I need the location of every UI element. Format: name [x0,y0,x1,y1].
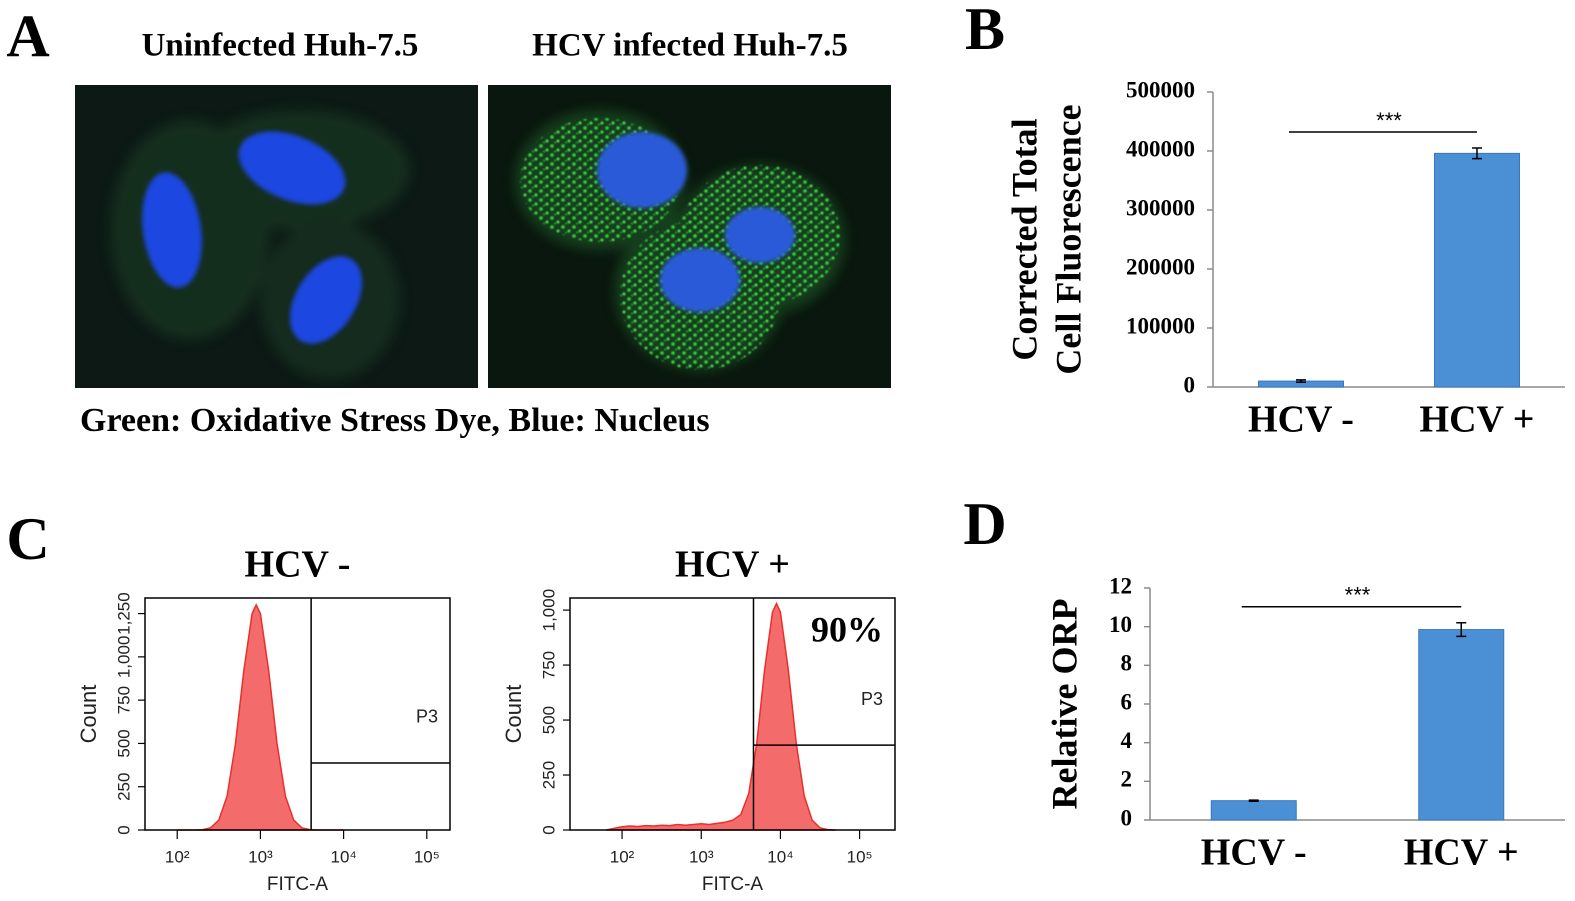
y-tick-label: 4 [1121,728,1133,753]
histogram [606,601,836,831]
y-tick-label: 200000 [1126,254,1195,279]
x-tick-label: HCV - [1201,832,1307,874]
chart-title: HCV - [245,544,351,586]
y-axis-label: Cell Fluorescence [1048,104,1088,374]
y-tick-label: 8 [1121,651,1133,676]
significance-label: *** [1345,583,1371,608]
y-tick-label: 0 [114,825,133,834]
y-tick-label: 0 [539,825,558,834]
y-tick-label: 500000 [1126,77,1195,102]
x-axis-label: FITC-A [267,874,329,895]
image-caption: Green: Oxidative Stress Dye, Blue: Nucle… [80,402,710,439]
image-title: Uninfected Huh-7.5 [142,28,419,64]
y-tick-label: 1,000 [539,589,558,632]
error-bar [1472,147,1482,160]
y-tick-label: 750 [539,651,558,679]
significance-label: *** [1376,108,1402,133]
y-tick-label: 300000 [1126,195,1195,220]
y-axis-label: Count [76,685,101,744]
plot-frame [569,597,896,831]
x-tick-label: 10² [165,847,190,866]
plot-frame [144,597,451,831]
y-axis-label: Count [501,685,526,744]
y-tick-label: 250 [539,761,558,789]
y-tick-label: 1,250 [114,592,133,635]
y-tick-label: 0 [1121,805,1133,830]
y-tick-label: 400000 [1126,136,1195,161]
y-tick-label: 10 [1109,612,1132,637]
annotation: 90% [811,609,883,649]
panel-label: D [963,491,1006,557]
error-bar [1296,379,1306,384]
y-tick-label: 0 [1184,372,1196,397]
panel-label: A [6,3,49,69]
y-tick-label: 12 [1109,573,1132,598]
x-tick-label: 10⁵ [414,847,440,866]
micrograph-infected [488,85,891,388]
micrograph-uninfected [75,85,478,388]
y-tick-label: 500 [114,729,133,757]
gate-label: P3 [861,689,883,709]
y-tick-label: 100000 [1126,313,1195,338]
error-bar [1248,799,1259,802]
image-title: HCV infected Huh-7.5 [532,28,848,64]
error-bar [1456,622,1467,638]
x-tick-label: 10² [610,847,635,866]
x-tick-label: HCV + [1404,832,1519,874]
x-axis-label: FITC-A [702,874,764,895]
x-tick-label: HCV + [1420,399,1535,441]
bar [1210,800,1297,821]
x-tick-label: HCV - [1248,399,1354,441]
y-axis-label: Corrected Total [1004,118,1044,360]
y-tick-label: 750 [114,686,133,714]
y-tick-label: 2 [1121,767,1133,792]
x-tick-label: 10³ [248,847,273,866]
y-tick-label: 6 [1121,689,1133,714]
bar [1418,629,1505,821]
panel-label: C [6,506,49,572]
x-tick-label: 10⁴ [331,847,357,866]
y-tick-label: 250 [114,773,133,801]
gate-label: P3 [416,707,438,727]
y-axis-label: Relative ORP [1044,599,1084,810]
x-tick-label: 10⁵ [847,847,873,866]
panel-label: B [965,0,1005,62]
y-tick-label: 1,000 [114,636,133,679]
chart-title: HCV + [675,544,790,586]
bar [1434,152,1520,388]
x-tick-label: 10³ [689,847,714,866]
x-tick-label: 10⁴ [767,847,793,866]
y-tick-label: 500 [539,706,558,734]
